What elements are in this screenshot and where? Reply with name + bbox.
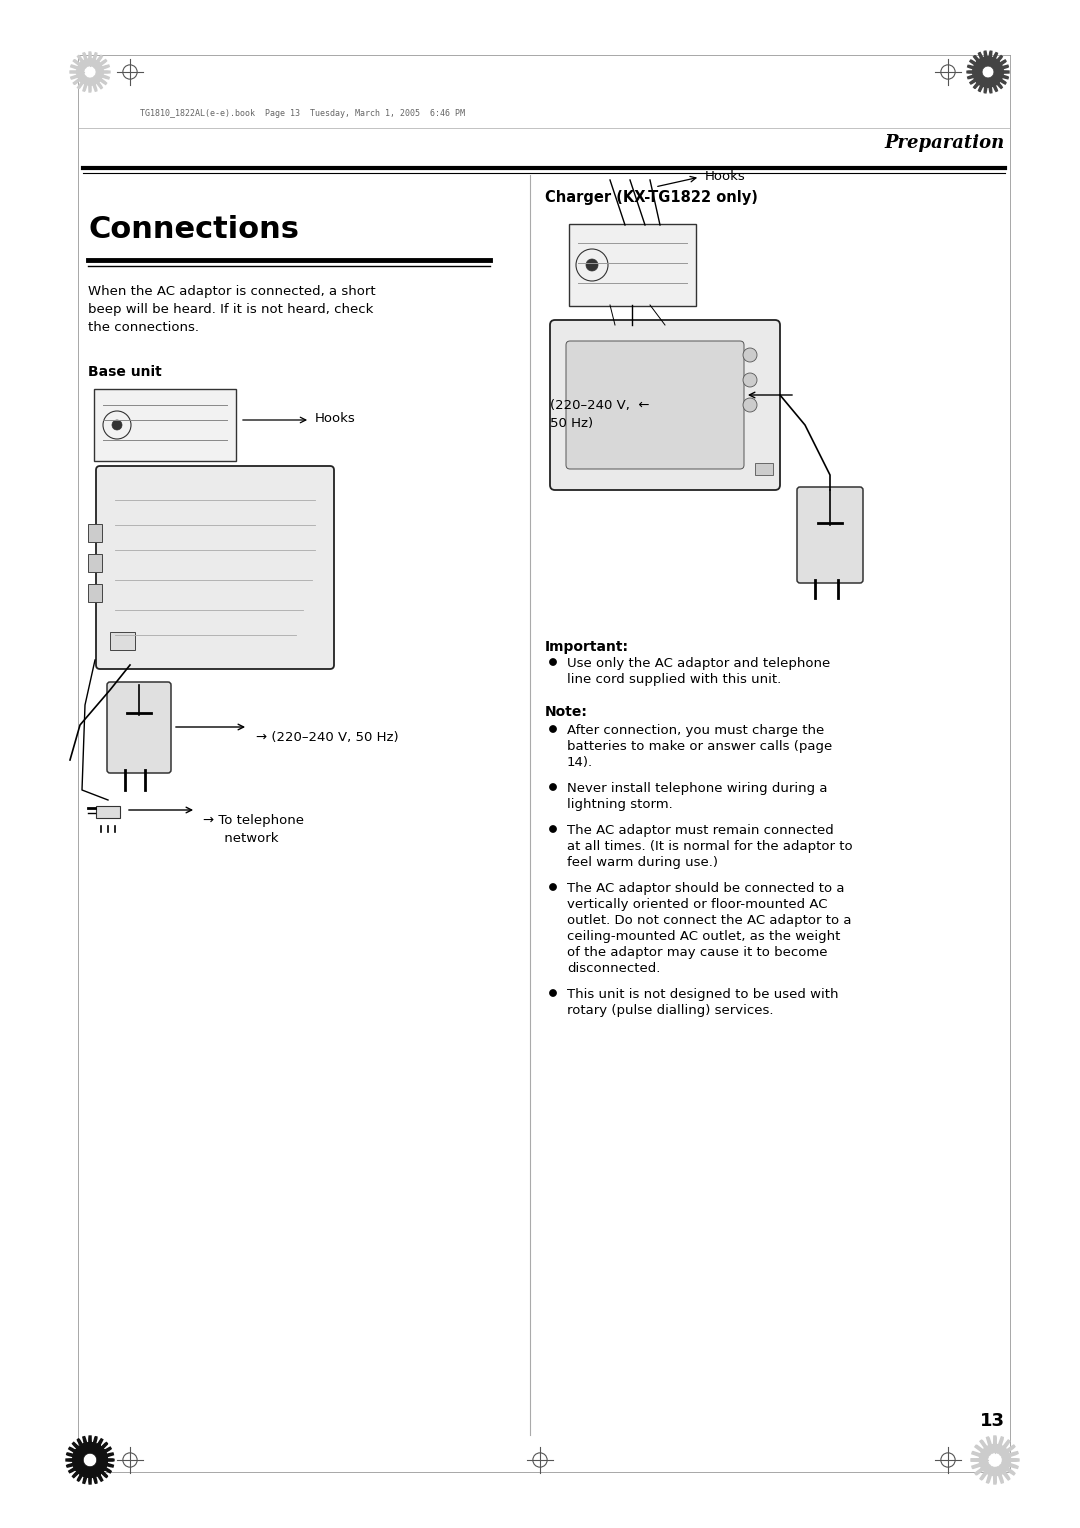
FancyBboxPatch shape [550, 319, 780, 490]
Text: 13: 13 [980, 1412, 1005, 1430]
Bar [96, 805, 120, 817]
Circle shape [550, 659, 556, 666]
FancyBboxPatch shape [797, 487, 863, 584]
Circle shape [550, 990, 556, 996]
Text: disconnected.: disconnected. [567, 963, 660, 975]
Polygon shape [70, 52, 110, 92]
Text: network: network [203, 833, 279, 845]
Text: Note:: Note: [545, 704, 588, 720]
Text: When the AC adaptor is connected, a short: When the AC adaptor is connected, a shor… [87, 286, 376, 298]
Polygon shape [967, 50, 1009, 93]
Bar [110, 633, 135, 649]
Circle shape [550, 825, 556, 833]
Bar [755, 463, 773, 475]
Text: at all times. (It is normal for the adaptor to: at all times. (It is normal for the adap… [567, 840, 852, 853]
Text: line cord supplied with this unit.: line cord supplied with this unit. [567, 672, 781, 686]
Polygon shape [971, 1436, 1020, 1484]
FancyBboxPatch shape [569, 225, 696, 306]
Text: ceiling-mounted AC outlet, as the weight: ceiling-mounted AC outlet, as the weight [567, 931, 840, 943]
Circle shape [982, 66, 994, 78]
Text: The AC adaptor should be connected to a: The AC adaptor should be connected to a [567, 882, 845, 895]
Circle shape [84, 66, 96, 78]
Text: This unit is not designed to be used with: This unit is not designed to be used wit… [567, 989, 838, 1001]
Text: Base unit: Base unit [87, 365, 162, 379]
Text: of the adaptor may cause it to become: of the adaptor may cause it to become [567, 946, 827, 960]
Bar [87, 584, 102, 602]
Circle shape [988, 1453, 1002, 1467]
Text: (220–240 V,  ←: (220–240 V, ← [550, 399, 649, 413]
Circle shape [112, 420, 122, 429]
Circle shape [550, 883, 556, 891]
Text: Charger (KX-TG1822 only): Charger (KX-TG1822 only) [545, 189, 758, 205]
Text: TG1810_1822AL(e-e).book  Page 13  Tuesday, March 1, 2005  6:46 PM: TG1810_1822AL(e-e).book Page 13 Tuesday,… [140, 108, 465, 118]
Circle shape [743, 348, 757, 362]
Polygon shape [66, 1436, 114, 1484]
Text: rotary (pulse dialling) services.: rotary (pulse dialling) services. [567, 1004, 773, 1018]
Text: Important:: Important: [545, 640, 629, 654]
Text: The AC adaptor must remain connected: The AC adaptor must remain connected [567, 824, 834, 837]
Text: → To telephone: → To telephone [203, 814, 303, 827]
FancyBboxPatch shape [107, 681, 171, 773]
Circle shape [743, 397, 757, 413]
Text: Hooks: Hooks [315, 413, 355, 425]
Circle shape [743, 373, 757, 387]
Text: Preparation: Preparation [885, 134, 1005, 151]
Bar [87, 524, 102, 542]
Text: 50 Hz): 50 Hz) [550, 417, 593, 429]
Text: → (220–240 V, 50 Hz): → (220–240 V, 50 Hz) [256, 730, 399, 744]
Bar [87, 555, 102, 571]
Text: 14).: 14). [567, 756, 593, 769]
FancyBboxPatch shape [94, 390, 237, 461]
Text: the connections.: the connections. [87, 321, 199, 335]
Text: batteries to make or answer calls (page: batteries to make or answer calls (page [567, 740, 833, 753]
Circle shape [586, 260, 598, 270]
Text: lightning storm.: lightning storm. [567, 798, 673, 811]
Text: beep will be heard. If it is not heard, check: beep will be heard. If it is not heard, … [87, 303, 374, 316]
Circle shape [83, 1453, 97, 1467]
Text: Connections: Connections [87, 215, 299, 244]
Circle shape [550, 726, 556, 732]
FancyBboxPatch shape [96, 466, 334, 669]
Text: outlet. Do not connect the AC adaptor to a: outlet. Do not connect the AC adaptor to… [567, 914, 851, 927]
Text: Never install telephone wiring during a: Never install telephone wiring during a [567, 782, 827, 795]
Circle shape [550, 784, 556, 790]
Text: Hooks: Hooks [705, 170, 746, 183]
Text: Use only the AC adaptor and telephone: Use only the AC adaptor and telephone [567, 657, 831, 669]
FancyBboxPatch shape [566, 341, 744, 469]
Text: feel warm during use.): feel warm during use.) [567, 856, 718, 869]
Text: After connection, you must charge the: After connection, you must charge the [567, 724, 824, 736]
Text: vertically oriented or floor-mounted AC: vertically oriented or floor-mounted AC [567, 898, 827, 911]
